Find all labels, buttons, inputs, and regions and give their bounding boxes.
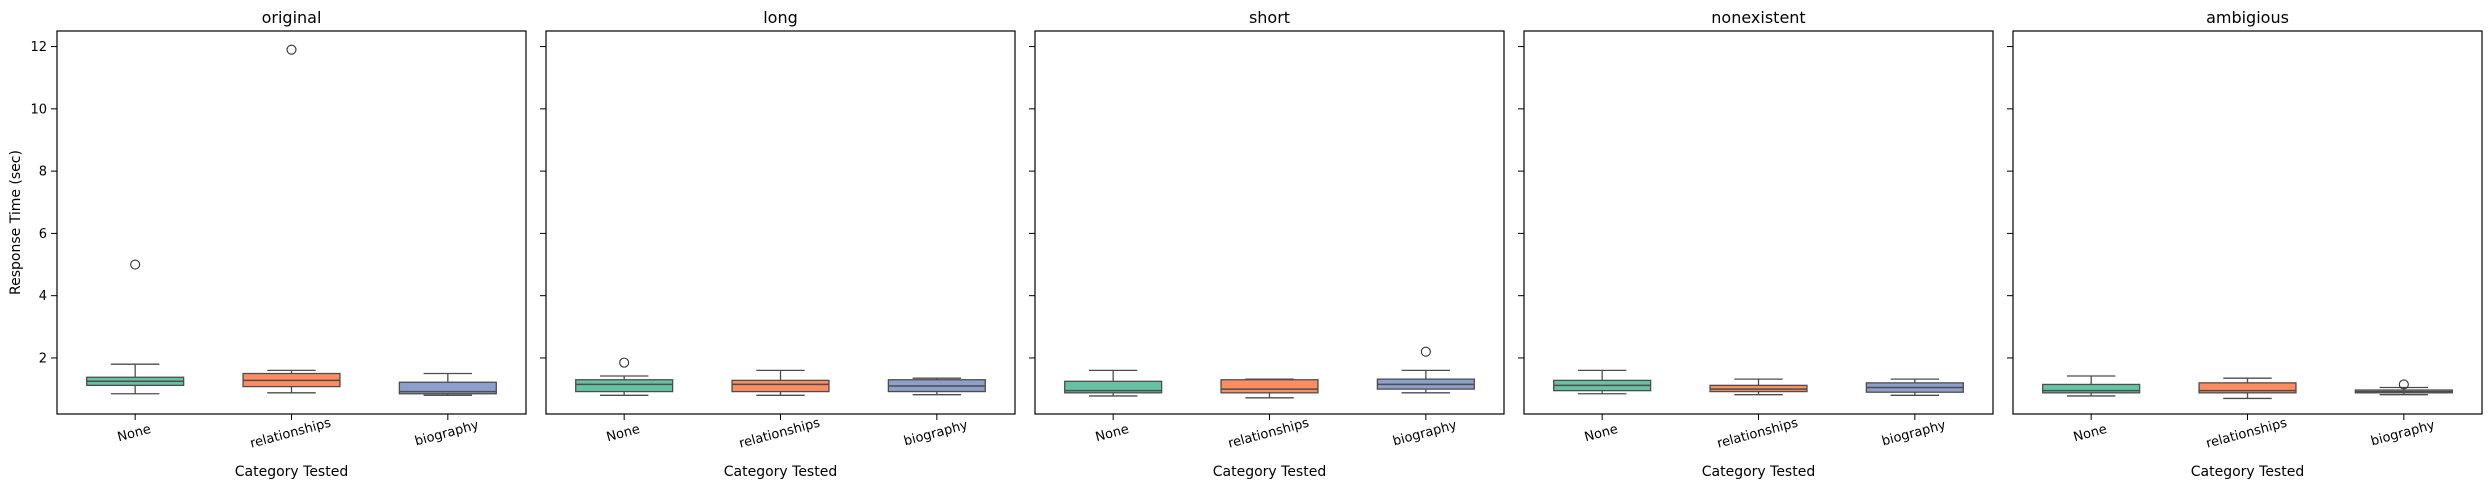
- x-axis-label: Category Tested: [235, 464, 348, 480]
- outlier-point: [2398, 379, 2409, 390]
- x-tick-label: relationships: [2204, 416, 2288, 452]
- panel-frame: [2012, 30, 2483, 415]
- box-relationships: [1220, 379, 1319, 394]
- panel-title: ambigious: [2206, 8, 2289, 27]
- x-tick-label: relationships: [1226, 416, 1310, 452]
- panel-title: original: [262, 8, 322, 27]
- y-tick-label: 10: [30, 102, 47, 117]
- y-tick-label: 4: [39, 289, 47, 304]
- box-None: [575, 379, 674, 393]
- outlier-point: [1420, 346, 1431, 357]
- outlier-point: [130, 259, 141, 270]
- box-biography: [398, 381, 497, 395]
- y-axis-label: Response Time (sec): [8, 150, 24, 295]
- panel-frame: [1034, 30, 1505, 415]
- x-axis-label: Category Tested: [1702, 464, 1815, 480]
- x-tick-label: relationships: [248, 416, 332, 452]
- panel-frame: [56, 30, 527, 415]
- x-tick-label: biography: [2369, 418, 2437, 450]
- x-tick-label: biography: [902, 418, 970, 450]
- panel-title: long: [763, 8, 798, 27]
- y-tick-label: 2: [39, 351, 47, 366]
- y-tick-label: 8: [39, 165, 47, 180]
- x-tick-label: None: [1094, 422, 1131, 445]
- x-axis-label: Category Tested: [1213, 464, 1326, 480]
- x-tick-label: biography: [413, 418, 481, 450]
- box-None: [2042, 383, 2141, 394]
- x-tick-label: None: [605, 422, 642, 445]
- x-tick-label: None: [1583, 422, 1620, 445]
- x-tick-label: None: [116, 422, 153, 445]
- x-tick-label: relationships: [737, 416, 821, 452]
- box-relationships: [2198, 382, 2297, 394]
- x-axis-label: Category Tested: [724, 464, 837, 480]
- panel-title: nonexistent: [1711, 8, 1805, 27]
- x-tick-label: relationships: [1715, 416, 1799, 452]
- outlier-point: [286, 44, 297, 55]
- box-relationships: [731, 379, 830, 393]
- x-tick-label: None: [2072, 422, 2109, 445]
- y-tick-label: 6: [39, 227, 47, 242]
- panel-frame: [545, 30, 1016, 415]
- x-axis-label: Category Tested: [2191, 464, 2304, 480]
- y-tick-label: 12: [30, 40, 47, 55]
- panel-title: short: [1249, 8, 1290, 27]
- x-tick-label: biography: [1880, 418, 1948, 450]
- outlier-point: [619, 357, 630, 368]
- box-None: [1064, 380, 1163, 394]
- x-tick-label: biography: [1391, 418, 1459, 450]
- panel-frame: [1523, 30, 1994, 415]
